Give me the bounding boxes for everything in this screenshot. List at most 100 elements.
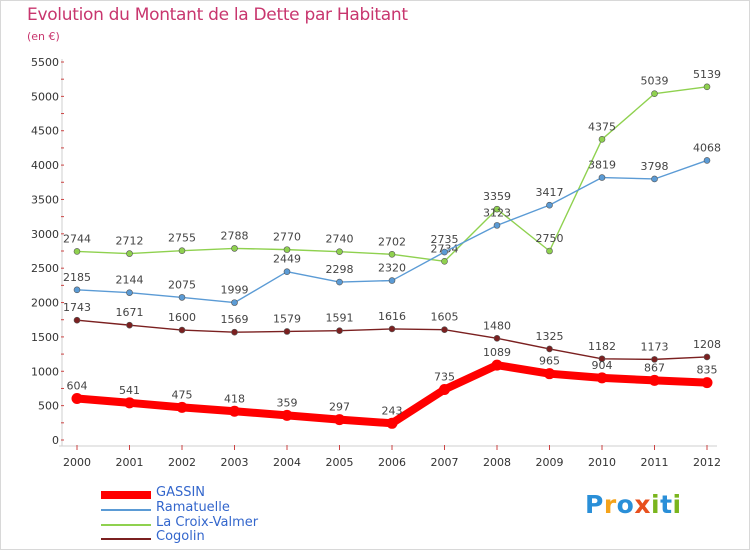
y-tick-label: 3000 — [31, 228, 59, 241]
data-label-la-croix-valmer: 4375 — [588, 120, 616, 133]
legend-label-gassin: GASSIN — [156, 485, 206, 500]
series-ramatuelle: 2185 2144 2075 1999 2449 2298 2320 2735 3123 3417… — [63, 141, 721, 306]
data-point-ramatuelle — [441, 248, 448, 256]
data-label-gassin: 904 — [592, 359, 613, 372]
data-label-cogolin: 1173 — [641, 340, 669, 353]
data-point-ramatuelle — [598, 174, 606, 181]
y-tick-label: 1500 — [31, 331, 59, 344]
data-label-la-croix-valmer: 2788 — [221, 229, 249, 242]
data-label-cogolin: 1743 — [63, 301, 91, 314]
data-label-la-croix-valmer: 3359 — [483, 190, 511, 203]
data-label-la-croix-valmer: 2740 — [326, 233, 354, 246]
data-label-cogolin: 1480 — [483, 319, 511, 332]
data-point-gassin — [544, 368, 555, 380]
data-label-la-croix-valmer: 2744 — [63, 232, 91, 245]
legend-swatch-gassin — [101, 491, 151, 499]
data-label-gassin: 965 — [539, 355, 560, 368]
data-point-gassin — [229, 405, 240, 417]
data-point-ramatuelle — [336, 278, 343, 286]
series-gassin: 604 541 475 418 359 297 243 735 1089 965 904 867 835 — [67, 346, 718, 429]
series-cogolin: 1743 1671 1600 1569 1579 1591 1616 1605 1480 1325… — [63, 301, 721, 363]
data-point-cogolin — [231, 328, 238, 336]
logo-letter: x — [634, 490, 651, 519]
x-tick-label: 2002 — [168, 456, 196, 469]
series-la-croix-valmer: 2744271227552788277027402702273433592750… — [63, 68, 721, 265]
data-point-gassin — [71, 392, 83, 404]
data-label-gassin: 297 — [329, 401, 350, 414]
data-label-gassin: 359 — [277, 396, 298, 409]
data-label-ramatuelle: 2449 — [273, 253, 301, 266]
data-point-ramatuelle — [126, 289, 133, 296]
data-label-gassin: 475 — [172, 388, 193, 401]
y-tick-label: 5500 — [31, 56, 59, 69]
data-label-ramatuelle: 2298 — [326, 263, 354, 276]
data-label-cogolin: 1605 — [431, 311, 459, 324]
data-point-la-croix-valmer — [441, 258, 448, 265]
data-point-cogolin — [546, 345, 553, 353]
data-point-la-croix-valmer — [598, 136, 606, 143]
x-tick-label: 2008 — [483, 456, 511, 469]
x-tick-label: 2001 — [116, 456, 144, 469]
data-point-ramatuelle — [651, 175, 658, 183]
data-label-la-croix-valmer: 5039 — [641, 75, 669, 88]
data-label-gassin: 1089 — [483, 346, 511, 359]
data-label-ramatuelle: 1999 — [221, 284, 249, 297]
y-tick-label: 5000 — [31, 90, 59, 103]
data-point-gassin — [176, 401, 188, 413]
data-label-la-croix-valmer: 5139 — [693, 68, 721, 81]
legend-label-ramatuelle: Ramatuelle — [156, 500, 230, 515]
data-point-ramatuelle — [493, 222, 501, 229]
data-point-cogolin — [126, 321, 133, 329]
y-tick-label: 3500 — [31, 193, 59, 206]
data-point-cogolin — [703, 353, 711, 361]
data-label-cogolin: 1591 — [326, 312, 354, 325]
chart-title: Evolution du Montant de la Dette par Hab… — [27, 5, 408, 25]
data-label-gassin: 604 — [67, 379, 88, 392]
data-point-cogolin — [73, 316, 81, 324]
data-point-ramatuelle — [231, 299, 238, 306]
logo-letter: i — [672, 490, 682, 519]
chart-subtitle: (en €) — [27, 30, 60, 43]
data-label-la-croix-valmer: 2702 — [378, 235, 406, 248]
data-label-ramatuelle: 3798 — [641, 160, 669, 173]
data-point-la-croix-valmer — [126, 250, 133, 257]
data-point-la-croix-valmer — [178, 247, 186, 254]
data-label-cogolin: 1671 — [116, 306, 144, 319]
data-label-cogolin: 1569 — [221, 313, 249, 326]
logo-letter: P — [585, 490, 604, 519]
data-label-gassin: 835 — [697, 364, 718, 377]
x-tick-label: 2011 — [641, 456, 669, 469]
data-label-ramatuelle: 4068 — [693, 141, 721, 154]
data-point-la-croix-valmer — [493, 205, 501, 213]
data-point-gassin — [124, 397, 135, 409]
data-point-la-croix-valmer — [73, 248, 81, 255]
logo-letter: i — [651, 490, 661, 519]
y-tick-label: 500 — [38, 400, 59, 413]
legend-swatch-la-croix-valmer — [101, 524, 151, 526]
data-label-cogolin: 1579 — [273, 312, 301, 325]
data-point-ramatuelle — [546, 201, 553, 209]
y-tick-label: 2500 — [31, 262, 59, 275]
data-label-ramatuelle: 2735 — [431, 233, 459, 246]
y-tick-label: 1000 — [31, 365, 59, 378]
data-point-gassin — [439, 383, 450, 395]
data-point-gassin — [596, 372, 608, 384]
data-point-cogolin — [651, 356, 658, 363]
data-label-gassin: 867 — [644, 361, 665, 374]
data-label-ramatuelle: 2075 — [168, 278, 196, 291]
legend-swatch-ramatuelle — [101, 509, 151, 511]
data-point-gassin — [491, 359, 503, 371]
data-label-la-croix-valmer: 2750 — [536, 232, 564, 245]
data-label-ramatuelle: 2320 — [378, 262, 406, 275]
data-label-gassin: 418 — [224, 392, 245, 405]
y-tick-label: 4000 — [31, 159, 59, 172]
data-point-gassin — [334, 414, 345, 426]
x-tick-label: 2004 — [273, 456, 301, 469]
data-label-cogolin: 1208 — [693, 338, 721, 351]
data-point-ramatuelle — [703, 157, 711, 164]
data-label-ramatuelle: 2144 — [116, 274, 144, 287]
legend-label-la-croix-valmer: La Croix-Valmer — [156, 515, 259, 530]
legend-label-cogolin: Cogolin — [156, 529, 205, 544]
